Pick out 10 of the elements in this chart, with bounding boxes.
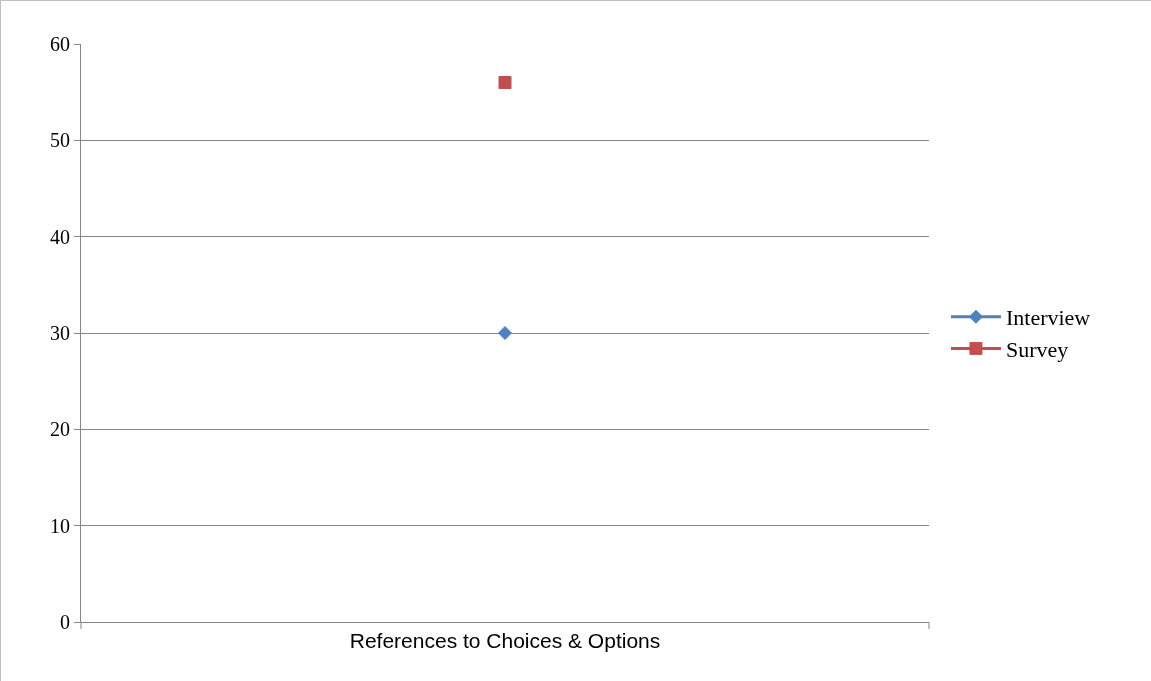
y-tick-label: 30	[50, 322, 70, 344]
legend-label: Survey	[1005, 336, 1069, 362]
legend-label: Interview	[1005, 305, 1091, 331]
y-tick-label: 20	[50, 418, 70, 441]
y-tick-label: 40	[50, 225, 70, 248]
y-tick-label: 50	[50, 129, 70, 152]
y-tick-label: 10	[50, 514, 70, 537]
y-tick-label: 0	[60, 611, 70, 633]
x-tick-label: References to Choices & Options	[349, 629, 661, 653]
y-tick-label: 60	[50, 33, 70, 55]
